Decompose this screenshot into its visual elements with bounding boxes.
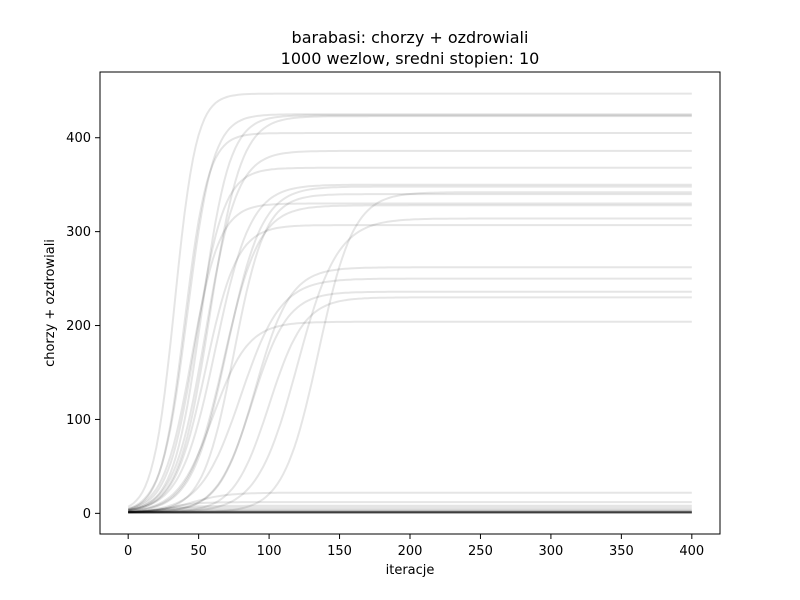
series-line bbox=[127, 92, 692, 508]
y-tick-label: 400 bbox=[66, 131, 91, 146]
series-line bbox=[128, 290, 692, 514]
series-line bbox=[128, 114, 692, 512]
series-line bbox=[128, 508, 692, 514]
series-lines bbox=[127, 92, 692, 514]
series-line bbox=[128, 509, 692, 514]
series-line bbox=[128, 504, 692, 513]
y-tick-label: 0 bbox=[83, 507, 91, 522]
series-line bbox=[128, 506, 692, 513]
x-tick-label: 100 bbox=[257, 544, 282, 559]
x-tick-label: 200 bbox=[398, 544, 423, 559]
series-line bbox=[128, 185, 692, 513]
y-axis-ticks: 0 100 200 300 400 bbox=[66, 131, 100, 522]
series-line bbox=[128, 193, 692, 513]
x-tick-label: 250 bbox=[468, 544, 493, 559]
series-line bbox=[128, 501, 692, 513]
x-tick-label: 400 bbox=[679, 544, 704, 559]
x-axis-ticks: 0 50 100 150 200 250 300 350 400 bbox=[124, 534, 704, 559]
x-axis-label: iteracje bbox=[386, 563, 435, 578]
series-line bbox=[128, 217, 692, 514]
series-line bbox=[127, 132, 692, 511]
series-line bbox=[128, 149, 692, 511]
series-line bbox=[128, 204, 692, 513]
y-tick-label: 300 bbox=[66, 225, 91, 240]
series-line bbox=[128, 224, 692, 512]
y-tick-label: 100 bbox=[66, 413, 91, 428]
series-line bbox=[127, 113, 692, 510]
series-line bbox=[128, 491, 692, 513]
chart-title-line-2: 1000 wezlow, sredni stopien: 10 bbox=[281, 49, 540, 68]
series-line bbox=[128, 115, 692, 512]
series-line bbox=[128, 191, 692, 514]
x-tick-label: 0 bbox=[124, 544, 132, 559]
series-line bbox=[128, 510, 692, 514]
series-line bbox=[128, 277, 692, 513]
series-line bbox=[127, 166, 692, 511]
chart-title-line-1: barabasi: chorzy + ozdrowiali bbox=[292, 28, 529, 47]
x-tick-label: 300 bbox=[538, 544, 563, 559]
chart-title: barabasi: chorzy + ozdrowiali 1000 wezlo… bbox=[281, 28, 540, 68]
x-tick-label: 150 bbox=[327, 544, 352, 559]
series-line bbox=[128, 320, 692, 512]
x-tick-label: 350 bbox=[609, 544, 634, 559]
y-axis-label: chorzy + ozdrowiali bbox=[43, 239, 58, 367]
series-line bbox=[128, 266, 692, 514]
series-line bbox=[128, 510, 692, 514]
series-line bbox=[127, 202, 692, 510]
x-tick-label: 50 bbox=[190, 544, 207, 559]
series-line bbox=[128, 183, 692, 512]
series-line bbox=[128, 296, 692, 514]
y-tick-label: 200 bbox=[66, 319, 91, 334]
